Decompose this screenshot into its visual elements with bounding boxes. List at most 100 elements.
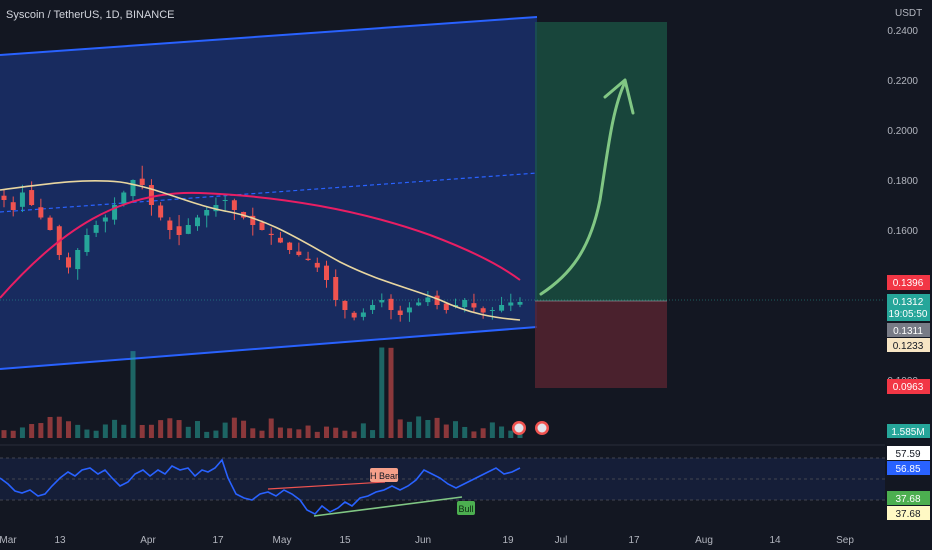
volume-bar: [47, 416, 53, 438]
stop-price-badge: 0.0963: [887, 379, 930, 394]
price-tick-label: 0.1600: [887, 226, 918, 237]
volume-bar: [222, 422, 228, 438]
volume-bar: [508, 430, 514, 438]
volume-bar: [425, 419, 431, 438]
volume-bar: [453, 421, 458, 438]
channel-mid-line: [0, 172, 538, 213]
projection-arrow-head: [603, 78, 635, 115]
volume-bar: [462, 426, 468, 438]
rsi-value-4: 37.68: [895, 509, 920, 520]
rsi-badge-3: 37.68: [887, 491, 930, 505]
candle-body: [29, 190, 35, 205]
volume-bar: [84, 429, 90, 438]
time-tick-label: Apr: [140, 535, 156, 546]
currency-label: USDT: [895, 8, 922, 19]
volume-bars-group: [1, 347, 523, 438]
rsi-divergence-bull: [313, 496, 463, 517]
time-tick-label: 17: [212, 535, 224, 546]
candle-body: [38, 207, 44, 218]
candle-body: [66, 257, 71, 268]
profit-zone: [535, 22, 667, 301]
candle-body: [305, 258, 311, 260]
volume-bar: [277, 427, 283, 438]
volume-bar: [148, 424, 154, 438]
volume-bar: [370, 430, 376, 438]
previous-price-badge: 0.1311: [887, 323, 930, 337]
candle-body: [130, 180, 136, 197]
current-price-text: 0.1312: [893, 297, 924, 308]
time-scale[interactable]: [0, 528, 885, 550]
target-price-text: 0.1396: [893, 278, 924, 289]
time-tick-label: May: [273, 535, 292, 546]
volume-bar: [250, 428, 256, 438]
rsi-value-1: 57.59: [895, 449, 920, 460]
volume-bar: [158, 420, 164, 438]
volume-bar: [112, 419, 118, 438]
candle-body: [148, 185, 154, 205]
volume-bar: [195, 421, 200, 438]
candle-body: [287, 242, 293, 250]
volume-bar: [287, 428, 293, 438]
candle-body: [296, 251, 302, 255]
volume-bar: [434, 417, 440, 438]
candle-body: [19, 192, 25, 207]
volume-bar: [314, 431, 320, 438]
candle-body: [360, 312, 366, 317]
volume-bar: [480, 428, 486, 438]
target-price-badge: 0.1396: [887, 275, 930, 290]
volume-bar: [333, 427, 339, 438]
time-tick-label: 15: [339, 535, 351, 546]
price-tick-label: 0.1800: [887, 176, 918, 187]
volume-bar: [379, 347, 385, 438]
candle-body: [93, 225, 99, 233]
bear-label: H Bear: [370, 468, 398, 482]
ma-slow-line: [0, 191, 521, 299]
volume-bar: [388, 347, 394, 438]
channel-top-line: [0, 16, 538, 56]
rsi-line: [0, 458, 521, 515]
bull-label: Bull: [457, 501, 475, 515]
volume-bar: [185, 426, 191, 438]
candle-body: [489, 310, 495, 311]
candle-body: [204, 210, 210, 216]
price-tick-label: 0.2200: [887, 76, 918, 87]
volume-bar: [397, 419, 403, 438]
rsi-value-2: 56.85: [895, 464, 920, 475]
candle-body: [480, 308, 486, 313]
volume-text: 1.585M: [891, 427, 924, 438]
candle-body: [425, 297, 431, 303]
candles-group: [1, 165, 523, 322]
rsi-badge-1: 57.59: [887, 446, 930, 460]
price-tick-label: 0.2400: [887, 26, 918, 37]
candle-body: [499, 305, 505, 311]
volume-bar: [342, 430, 348, 438]
event-flag-icon[interactable]: [535, 421, 549, 435]
entry-price-badge: 0.1233: [887, 338, 930, 352]
current-price-badge: 0.1312 19:05:50: [887, 294, 930, 321]
volume-bar: [66, 421, 71, 438]
candle-body: [351, 312, 357, 318]
volume-bar: [10, 430, 16, 438]
candle-body: [434, 295, 440, 305]
time-tick-label: Jun: [415, 535, 431, 546]
time-labels: Mar 13 Apr 17 May 15 Jun 19 Jul 17 Aug 14 Sep: [0, 535, 854, 546]
candle-body: [277, 237, 283, 243]
candle-body: [121, 192, 127, 204]
volume-bar: [204, 431, 210, 438]
price-tick-label: 0.2000: [887, 126, 918, 137]
event-flag-icon[interactable]: [512, 421, 526, 435]
volume-bar: [75, 424, 81, 438]
volume-bar: [406, 421, 412, 438]
candle-body: [222, 200, 228, 201]
entry-price-text: 0.1233: [893, 341, 924, 352]
candle-body: [84, 235, 90, 253]
volume-bar: [231, 417, 237, 438]
volume-bar: [19, 427, 25, 438]
rsi-divergence-bear: [267, 481, 386, 490]
candle-body: [185, 225, 191, 234]
time-tick-label: Mar: [0, 535, 17, 546]
volume-badge: 1.585M: [887, 424, 930, 438]
volume-bar: [176, 420, 182, 438]
candle-body: [158, 205, 164, 218]
